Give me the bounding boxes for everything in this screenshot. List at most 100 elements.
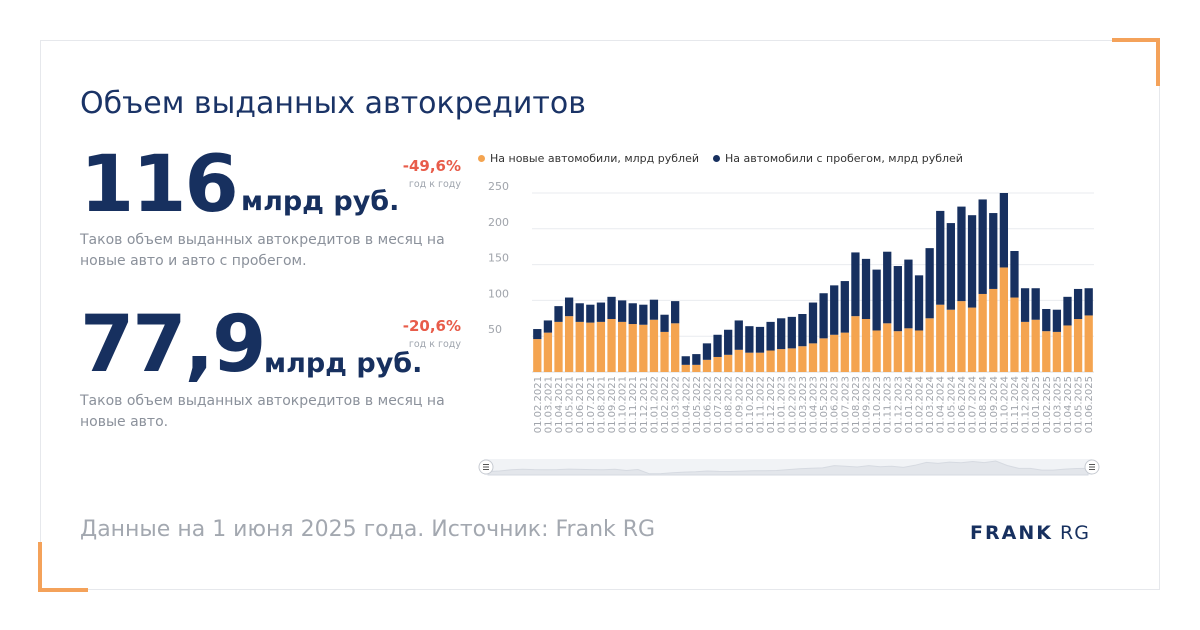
bar-new-cars[interactable] <box>681 364 690 372</box>
bar-used-cars[interactable] <box>564 297 574 317</box>
bar-new-cars[interactable] <box>734 349 743 372</box>
navigator-handle-right[interactable] <box>1084 459 1100 475</box>
bar-used-cars[interactable] <box>554 306 563 322</box>
bar-new-cars[interactable] <box>1020 321 1030 372</box>
bar-new-cars[interactable] <box>755 352 765 372</box>
bar-used-cars[interactable] <box>639 304 648 325</box>
bar-new-cars[interactable] <box>840 332 849 372</box>
navigator-handle-left[interactable] <box>478 459 494 475</box>
bar-new-cars[interactable] <box>564 316 574 372</box>
bar-used-cars[interactable] <box>883 251 892 324</box>
bar-used-cars[interactable] <box>967 215 977 308</box>
bar-used-cars[interactable] <box>586 304 595 323</box>
bar-used-cars[interactable] <box>914 275 924 331</box>
bar-new-cars[interactable] <box>1031 319 1040 372</box>
bar-used-cars[interactable] <box>1042 308 1051 332</box>
bar-used-cars[interactable] <box>692 354 701 365</box>
bar-new-cars[interactable] <box>1052 331 1062 372</box>
bar-used-cars[interactable] <box>755 326 765 353</box>
bar-used-cars[interactable] <box>649 299 659 320</box>
bar-used-cars[interactable] <box>798 314 807 347</box>
bar-used-cars[interactable] <box>957 206 966 302</box>
bar-new-cars[interactable] <box>745 352 754 372</box>
bar-new-cars[interactable] <box>787 348 796 372</box>
bar-new-cars[interactable] <box>660 331 669 372</box>
bar-new-cars[interactable] <box>967 307 977 372</box>
bar-new-cars[interactable] <box>533 339 542 372</box>
bar-used-cars[interactable] <box>989 213 998 289</box>
bar-used-cars[interactable] <box>628 303 637 325</box>
legend-item-new[interactable]: На новые автомобили, млрд рублей <box>478 152 699 165</box>
bar-new-cars[interactable] <box>1010 297 1019 372</box>
bar-new-cars[interactable] <box>702 359 712 372</box>
bar-new-cars[interactable] <box>819 338 828 372</box>
bar-used-cars[interactable] <box>1010 250 1019 298</box>
bar-used-cars[interactable] <box>713 334 722 357</box>
bar-new-cars[interactable] <box>851 316 860 372</box>
bar-used-cars[interactable] <box>1031 288 1040 320</box>
bar-new-cars[interactable] <box>861 319 871 372</box>
bar-used-cars[interactable] <box>787 316 796 349</box>
bar-used-cars[interactable] <box>671 301 680 324</box>
bar-new-cars[interactable] <box>936 304 945 372</box>
bar-used-cars[interactable] <box>904 259 913 329</box>
bar-new-cars[interactable] <box>798 346 807 372</box>
bar-used-cars[interactable] <box>925 248 934 319</box>
bar-new-cars[interactable] <box>904 328 913 372</box>
bar-used-cars[interactable] <box>702 343 712 360</box>
bar-new-cars[interactable] <box>724 354 733 372</box>
bar-used-cars[interactable] <box>1020 288 1030 322</box>
bar-used-cars[interactable] <box>734 320 743 350</box>
bar-new-cars[interactable] <box>607 319 616 372</box>
bar-new-cars[interactable] <box>830 334 839 372</box>
bar-used-cars[interactable] <box>575 303 584 322</box>
bar-new-cars[interactable] <box>872 330 881 372</box>
bar-new-cars[interactable] <box>586 322 595 372</box>
bar-new-cars[interactable] <box>999 267 1009 372</box>
bar-new-cars[interactable] <box>628 324 637 372</box>
bar-used-cars[interactable] <box>946 223 955 310</box>
bar-new-cars[interactable] <box>649 319 659 372</box>
bar-new-cars[interactable] <box>777 349 786 372</box>
bar-new-cars[interactable] <box>1042 331 1051 372</box>
bar-new-cars[interactable] <box>596 321 606 372</box>
bar-new-cars[interactable] <box>946 309 955 372</box>
bar-used-cars[interactable] <box>819 293 828 339</box>
bar-new-cars[interactable] <box>925 318 934 372</box>
bar-used-cars[interactable] <box>766 321 775 351</box>
bar-used-cars[interactable] <box>681 356 690 365</box>
bar-used-cars[interactable] <box>936 210 945 305</box>
bar-used-cars[interactable] <box>724 329 733 355</box>
bar-used-cars[interactable] <box>617 300 627 322</box>
bar-new-cars[interactable] <box>713 356 722 372</box>
bar-used-cars[interactable] <box>777 318 786 350</box>
bar-new-cars[interactable] <box>671 323 680 372</box>
bar-used-cars[interactable] <box>533 329 542 340</box>
bar-new-cars[interactable] <box>554 321 563 372</box>
bar-used-cars[interactable] <box>840 281 849 333</box>
bar-new-cars[interactable] <box>893 331 902 372</box>
bar-new-cars[interactable] <box>1073 319 1083 372</box>
bar-used-cars[interactable] <box>830 285 839 335</box>
bar-new-cars[interactable] <box>914 330 924 372</box>
bar-new-cars[interactable] <box>766 350 775 372</box>
bar-used-cars[interactable] <box>851 252 860 317</box>
bar-used-cars[interactable] <box>607 296 616 320</box>
bar-used-cars[interactable] <box>745 326 754 353</box>
bar-new-cars[interactable] <box>957 301 966 372</box>
bar-used-cars[interactable] <box>1073 288 1083 320</box>
bar-new-cars[interactable] <box>639 324 648 372</box>
bar-used-cars[interactable] <box>893 266 902 332</box>
bar-new-cars[interactable] <box>989 288 998 372</box>
bar-used-cars[interactable] <box>861 258 871 320</box>
bar-new-cars[interactable] <box>575 321 584 372</box>
bar-used-cars[interactable] <box>999 193 1009 268</box>
bar-used-cars[interactable] <box>1084 288 1093 316</box>
bar-new-cars[interactable] <box>543 332 553 372</box>
bar-new-cars[interactable] <box>1084 315 1093 372</box>
bar-used-cars[interactable] <box>1052 309 1062 332</box>
bar-used-cars[interactable] <box>808 302 818 344</box>
bar-used-cars[interactable] <box>978 199 987 294</box>
bar-new-cars[interactable] <box>1063 325 1072 372</box>
bar-used-cars[interactable] <box>660 314 669 332</box>
